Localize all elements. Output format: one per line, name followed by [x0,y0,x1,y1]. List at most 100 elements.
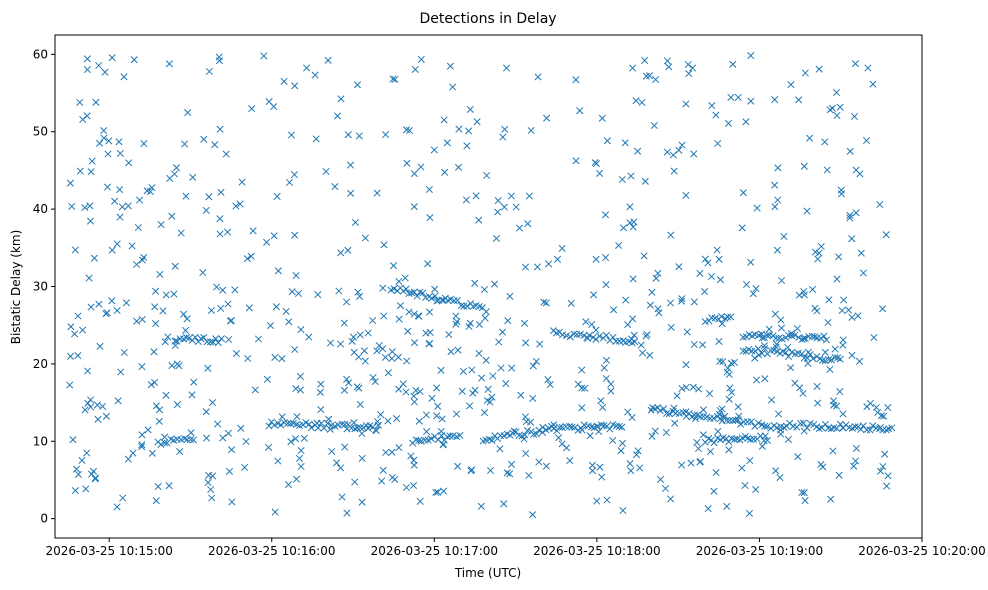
detection-point [209,472,217,480]
detection-point [809,285,817,293]
detection-point [682,361,690,369]
detection-point [814,399,822,407]
detection-point [545,260,553,268]
detection-point [825,355,833,364]
detection-point [806,134,814,142]
detection-point [754,345,762,353]
detection-point [597,397,605,405]
detection-point [203,434,211,442]
detection-point [815,65,823,73]
detection-point [351,218,359,226]
detection-point [225,335,233,344]
detection-point [555,434,563,442]
detection-point [207,306,215,314]
detection-point [343,509,351,517]
detection-point [325,415,333,423]
detection-point [264,443,273,451]
detection-point [177,229,185,237]
detection-point [437,366,445,374]
detection-point [800,335,808,343]
detection-point [835,471,843,479]
detection-point [811,248,819,256]
detection-point [640,252,648,260]
detection-point [774,410,783,418]
detection-point [663,148,671,156]
detection-point [619,506,627,515]
detection-point [503,469,511,477]
detection-point [772,467,780,475]
detection-point [814,255,822,263]
detection-point [787,364,795,372]
detection-point [839,424,847,432]
detection-point [678,295,686,303]
detection-point [848,235,856,243]
detection-point [271,508,279,516]
detection-point [576,107,584,115]
detection-point [69,436,77,444]
detection-point [800,354,808,362]
detection-point [425,308,434,316]
detection-point [588,461,596,469]
detection-point [678,141,686,149]
detection-point [497,364,505,372]
detection-point [74,470,82,478]
detection-point [836,388,844,396]
detection-point [288,288,296,296]
detection-point [652,75,660,84]
detection-point [646,351,654,359]
detection-point [819,356,827,364]
detection-point [864,64,872,72]
detection-point [566,333,574,341]
detection-point [161,338,169,346]
detection-point [656,475,665,483]
detection-point [520,319,529,327]
detection-point [291,82,299,90]
detection-point [391,75,399,83]
detection-point [761,422,769,430]
detection-point [170,290,178,298]
detection-point [403,357,411,365]
detection-point [380,241,388,249]
detection-point [600,364,608,372]
detection-point [446,432,454,440]
detection-point [249,227,257,235]
detection-point [176,448,184,456]
detection-point [689,64,697,72]
detection-point [411,65,419,73]
detection-point [395,315,403,323]
detection-point [850,112,859,121]
detection-point [566,457,574,465]
detection-point [183,315,191,323]
detection-point [241,463,249,471]
y-tick-label: 50 [33,125,48,139]
detection-point [168,212,176,220]
detection-point [285,318,293,326]
detection-point [798,350,806,358]
detection-point [138,441,146,449]
detection-point [696,413,704,421]
detection-point [297,447,305,455]
detection-point [712,111,720,119]
detection-point [502,64,511,72]
detection-point [846,147,854,155]
detection-point [431,285,439,293]
detection-point [433,297,441,305]
detection-point [598,114,606,122]
detection-point [312,135,320,143]
detection-point [578,366,586,374]
detection-point [665,63,673,71]
detection-point [441,168,449,176]
detection-point [422,411,430,419]
detection-point [661,484,670,493]
detection-point [682,191,690,199]
detection-point [108,297,116,305]
detection-point [393,415,401,423]
detection-point [353,424,361,432]
detection-point [738,464,746,472]
detection-point [546,381,554,389]
detection-point [685,70,693,78]
detection-point [799,389,807,398]
detection-point [364,424,372,433]
detection-point [136,196,144,204]
detection-point [500,203,508,211]
